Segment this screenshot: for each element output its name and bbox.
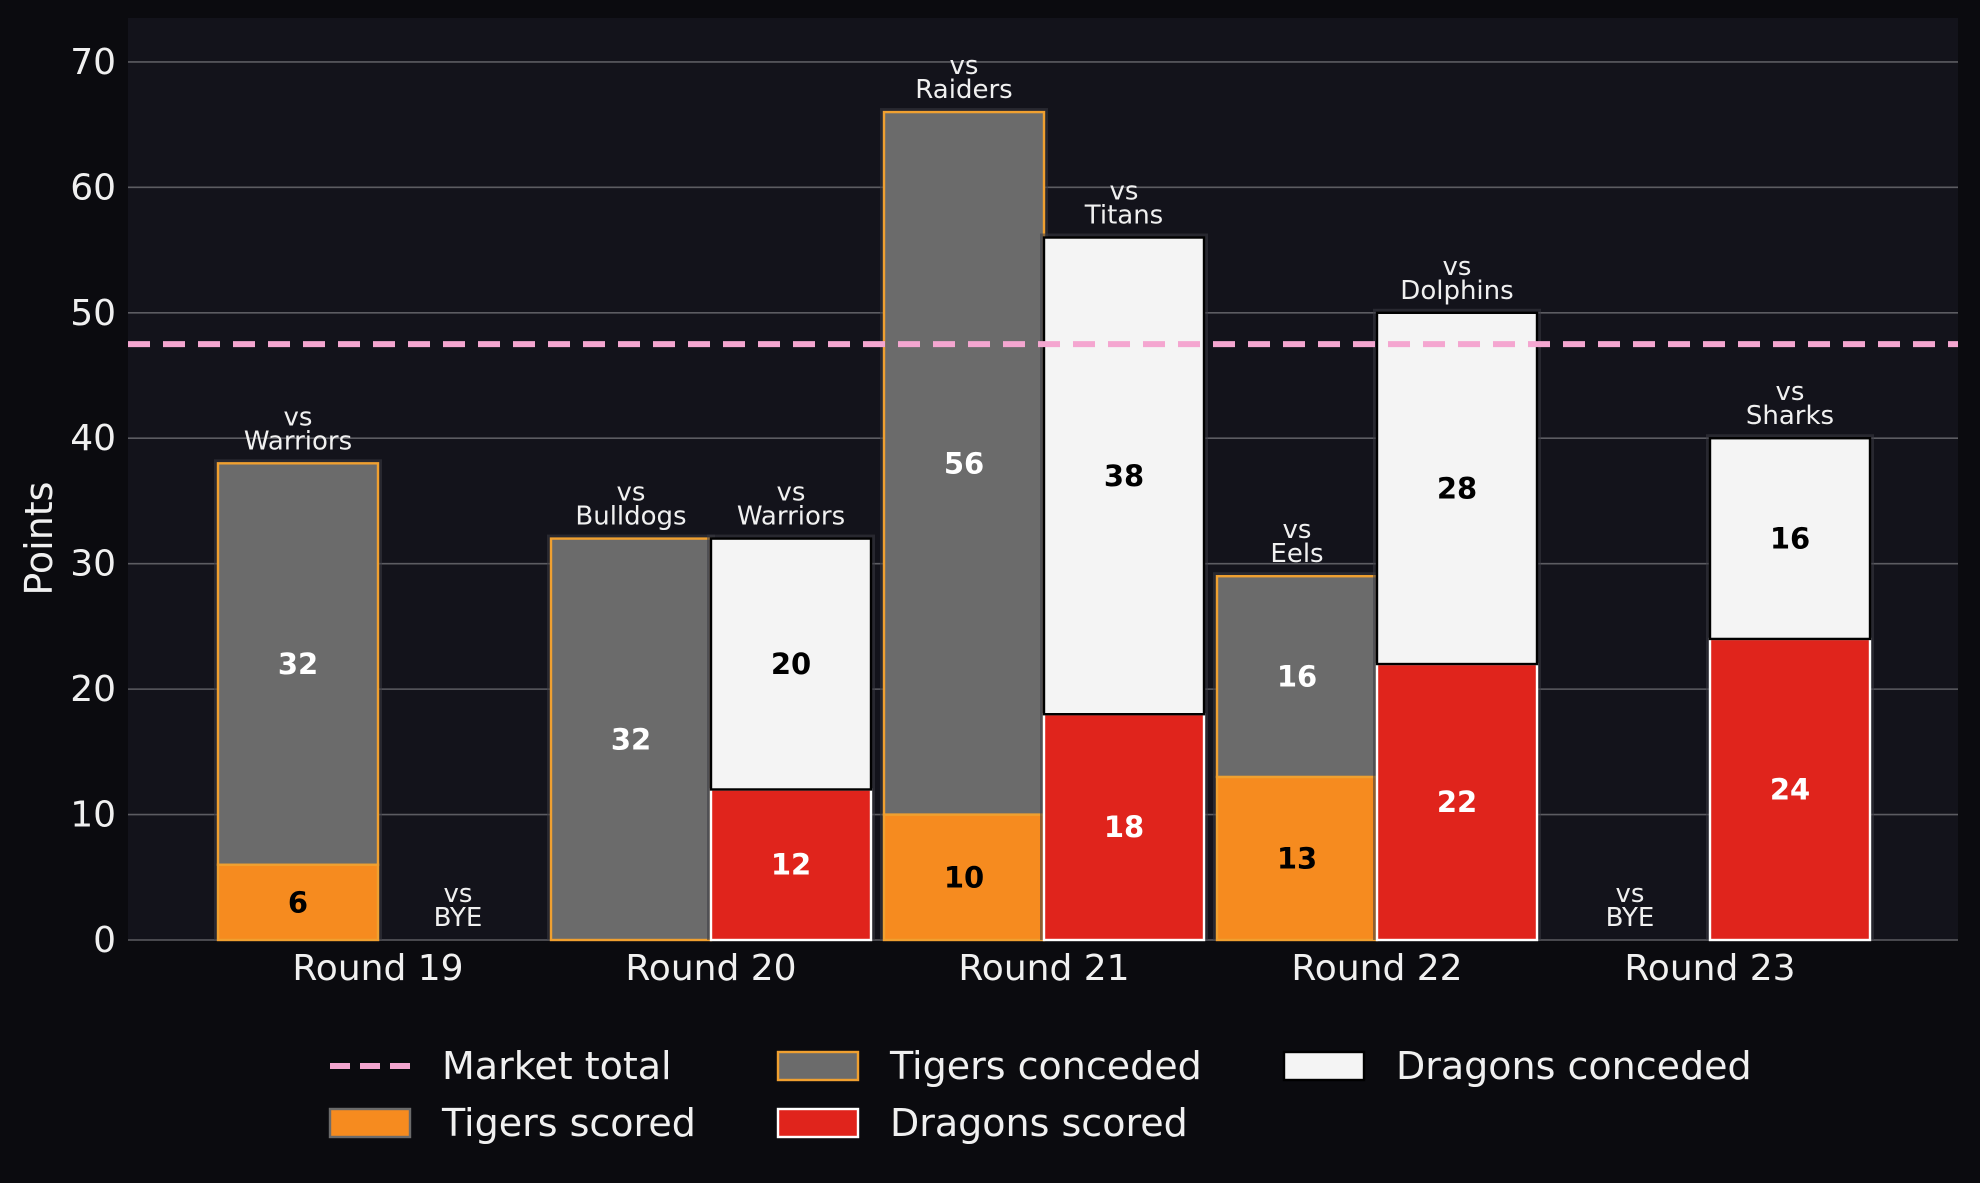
- tigers-opponent-label: Warriors: [244, 426, 352, 456]
- dragons-conceded-label: 28: [1437, 471, 1477, 505]
- dragons-scored-label: 18: [1104, 810, 1144, 844]
- x-tick-label: Round 21: [958, 948, 1129, 989]
- y-tick-label: 10: [70, 795, 116, 836]
- dragons-conceded-bar: [1375, 311, 1539, 666]
- legend-label: Dragons conceded: [1396, 1044, 1752, 1088]
- dragons-opponent-label: Titans: [1084, 201, 1163, 231]
- y-axis-title: Points: [17, 482, 61, 596]
- tigers-scored-label: 6: [288, 885, 308, 919]
- y-tick-label: 60: [70, 167, 116, 208]
- legend-label: Dragons scored: [890, 1101, 1188, 1145]
- tigers-opponent-label: vs: [284, 402, 313, 432]
- y-tick-label: 0: [93, 920, 116, 961]
- dragons-conceded-label: 38: [1104, 459, 1144, 493]
- tigers-opponent-label: BYE: [1606, 903, 1655, 933]
- legend-label: Market total: [442, 1044, 672, 1088]
- tigers-conceded-bar: [1215, 575, 1379, 779]
- dragons-scored-label: 24: [1770, 772, 1810, 806]
- tigers-scored-bar: [882, 813, 1046, 942]
- tigers-scored-label: 10: [944, 860, 984, 894]
- legend: Market total Tigers scored Tigers conceded…: [328, 1044, 1752, 1145]
- tigers-opponent-label: vs: [1616, 879, 1645, 909]
- tigers-conceded-bar: [216, 462, 380, 866]
- dragons-scored-label: 22: [1437, 785, 1477, 819]
- dragons-opponent-label: vs: [1443, 252, 1472, 282]
- legend-swatch: [776, 1107, 860, 1139]
- dragons-conceded-bar: [709, 537, 873, 791]
- tigers-conceded-label: 32: [278, 647, 318, 681]
- tigers-opponent-label: Eels: [1270, 539, 1323, 569]
- dragons-conceded-label: 20: [771, 647, 811, 681]
- dragons-opponent-label: vs: [444, 879, 473, 909]
- y-tick-label: 70: [70, 42, 116, 83]
- tigers-scored-bar: [1215, 775, 1379, 942]
- dragons-opponent-label: vs: [1776, 377, 1805, 407]
- tigers-opponent-label: vs: [1283, 515, 1312, 545]
- y-tick-label: 20: [70, 669, 116, 710]
- tigers-opponent-label: vs: [950, 51, 979, 81]
- legend-swatch: [1282, 1050, 1366, 1082]
- legend-item: Tigers scored: [328, 1101, 696, 1145]
- dragons-opponent-label: Warriors: [737, 502, 845, 532]
- dragons-scored-bar: [1042, 713, 1206, 942]
- tigers-opponent-label: Raiders: [915, 75, 1012, 105]
- tigers-opponent-label: vs: [617, 478, 646, 508]
- legend-label: Tigers scored: [441, 1101, 696, 1145]
- dragons-scored-bar: [709, 788, 873, 942]
- tigers-conceded-bar: [882, 110, 1046, 816]
- legend-item: Dragons conceded: [1282, 1044, 1752, 1088]
- dragons-opponent-label: Sharks: [1746, 401, 1834, 431]
- tigers-scored-label: 13: [1277, 841, 1317, 875]
- x-tick-label: Round 23: [1624, 948, 1795, 989]
- dragons-conceded-bar: [1708, 437, 1872, 641]
- legend-swatch: [776, 1050, 860, 1082]
- dragons-opponent-label: vs: [1110, 177, 1139, 207]
- tigers-opponent-label: Bulldogs: [575, 502, 686, 532]
- x-tick-label: Round 19: [292, 948, 463, 989]
- x-tick-label: Round 22: [1291, 948, 1462, 989]
- dragons-opponent-label: vs: [777, 478, 806, 508]
- dragons-scored-label: 12: [771, 848, 811, 882]
- dragons-scored-bar: [1375, 662, 1539, 942]
- x-tick-label: Round 20: [625, 948, 796, 989]
- legend-item: Dragons scored: [776, 1101, 1188, 1145]
- dragons-conceded-label: 16: [1770, 522, 1810, 556]
- y-tick-label: 50: [70, 293, 116, 334]
- tigers-conceded-label: 32: [611, 722, 651, 756]
- tigers-conceded-label: 16: [1277, 660, 1317, 694]
- legend-label: Tigers conceded: [889, 1044, 1202, 1088]
- y-tick-label: 30: [70, 544, 116, 585]
- tigers-scored-bar: [216, 863, 380, 942]
- legend-item: Market total: [330, 1044, 672, 1088]
- legend-item: Tigers conceded: [776, 1044, 1202, 1088]
- y-gridlines: 0 10 20 30 40 50 60 70: [70, 42, 1958, 961]
- dragons-conceded-bar: [1042, 236, 1206, 716]
- tigers-conceded-label: 56: [944, 446, 984, 480]
- legend-swatch: [328, 1107, 412, 1139]
- dragons-opponent-label: BYE: [434, 903, 483, 933]
- dragons-opponent-label: Dolphins: [1400, 276, 1513, 306]
- y-tick-label: 40: [70, 418, 116, 459]
